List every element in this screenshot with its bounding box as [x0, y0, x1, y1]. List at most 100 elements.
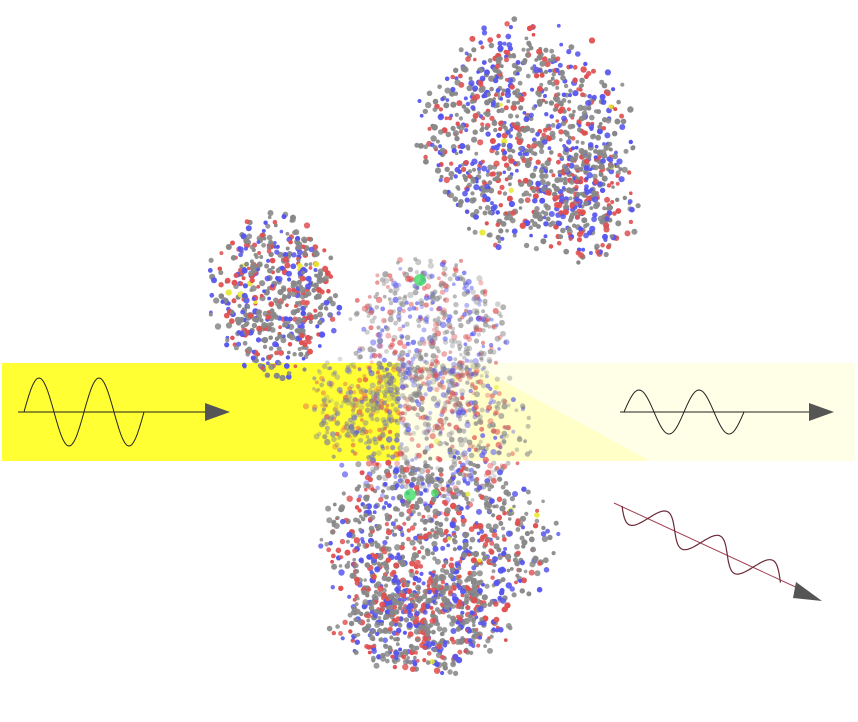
atom	[502, 41, 507, 46]
atom	[449, 430, 455, 436]
atom	[493, 160, 500, 167]
atom	[407, 314, 413, 319]
atom	[259, 280, 266, 287]
atom	[567, 123, 574, 130]
atom	[247, 312, 254, 319]
atom	[548, 244, 554, 249]
atom	[564, 199, 569, 205]
atom	[484, 538, 490, 544]
atom	[332, 293, 339, 299]
atom	[272, 219, 278, 225]
atom	[352, 432, 358, 438]
atom	[360, 516, 366, 522]
atom	[393, 525, 398, 530]
atom	[483, 541, 489, 548]
atom	[572, 223, 577, 228]
atom	[526, 415, 531, 421]
atom	[378, 377, 384, 383]
atom	[530, 546, 536, 553]
atom	[274, 350, 279, 356]
atom	[508, 625, 513, 631]
atom	[268, 346, 274, 351]
atom	[432, 600, 436, 604]
atom	[479, 374, 484, 378]
atom	[262, 236, 267, 241]
atom	[468, 388, 473, 394]
atom	[256, 325, 263, 332]
atom	[406, 596, 411, 601]
atom	[413, 628, 420, 635]
atom	[547, 534, 553, 541]
atom	[390, 654, 395, 659]
atom	[476, 580, 482, 586]
atom	[350, 543, 354, 548]
atom	[429, 433, 436, 440]
atom	[501, 550, 507, 557]
atom	[208, 257, 214, 263]
atom	[529, 127, 535, 134]
atom	[568, 64, 574, 69]
atom	[423, 619, 428, 624]
atom	[278, 349, 284, 356]
atom	[453, 357, 458, 362]
atom	[501, 155, 508, 162]
atom	[489, 171, 494, 177]
atom	[313, 249, 319, 255]
atom	[321, 378, 326, 383]
atom	[563, 166, 570, 173]
atom	[295, 235, 301, 242]
atom	[589, 225, 596, 232]
atom	[612, 211, 617, 216]
atom	[453, 174, 458, 179]
atom	[503, 105, 509, 111]
atom	[377, 388, 382, 393]
atom	[366, 460, 373, 467]
atom	[396, 313, 402, 320]
atom	[445, 399, 451, 405]
atom	[412, 581, 417, 586]
atom	[619, 113, 625, 119]
atom	[459, 388, 466, 395]
atom	[506, 568, 511, 573]
atom	[249, 244, 255, 250]
atom	[475, 463, 481, 469]
atom	[605, 91, 611, 97]
atom	[242, 340, 248, 346]
atom	[290, 263, 297, 270]
atom	[406, 536, 411, 542]
atom	[374, 622, 381, 628]
atom	[402, 422, 408, 429]
atom	[320, 420, 327, 426]
atom	[362, 374, 367, 379]
atom	[457, 343, 463, 350]
atom	[331, 454, 336, 459]
atom	[578, 176, 584, 181]
atom	[560, 120, 567, 127]
atom	[483, 644, 487, 648]
atom	[584, 176, 589, 181]
atom	[614, 118, 621, 125]
atom	[347, 397, 354, 404]
atom	[410, 465, 416, 471]
atom	[286, 333, 293, 339]
atom	[455, 626, 461, 632]
atom	[471, 136, 478, 143]
atom	[346, 428, 352, 434]
atom	[517, 568, 523, 573]
atom	[356, 497, 362, 503]
atom	[436, 316, 441, 321]
atom	[434, 526, 439, 530]
atom	[454, 166, 461, 173]
atom	[347, 396, 352, 401]
atom	[243, 246, 248, 251]
atom	[458, 116, 464, 121]
atom	[397, 445, 404, 451]
atom	[473, 208, 480, 215]
atom	[526, 591, 532, 597]
atom	[240, 309, 246, 315]
atom	[492, 177, 497, 182]
atom	[260, 366, 265, 370]
atom	[494, 150, 500, 156]
atom	[523, 439, 527, 444]
atom	[501, 88, 506, 93]
